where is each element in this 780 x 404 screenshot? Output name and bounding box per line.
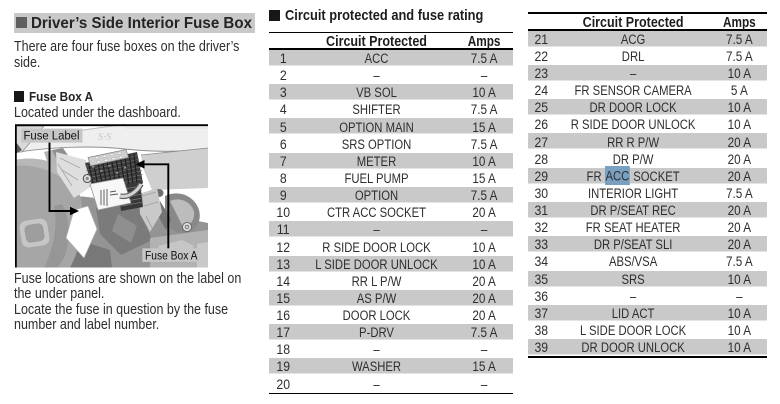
svg-text:S·S: S·S bbox=[98, 132, 112, 143]
svg-text:Fuse Box A: Fuse Box A bbox=[145, 248, 198, 262]
svg-text:Fuse Label: Fuse Label bbox=[24, 129, 80, 143]
